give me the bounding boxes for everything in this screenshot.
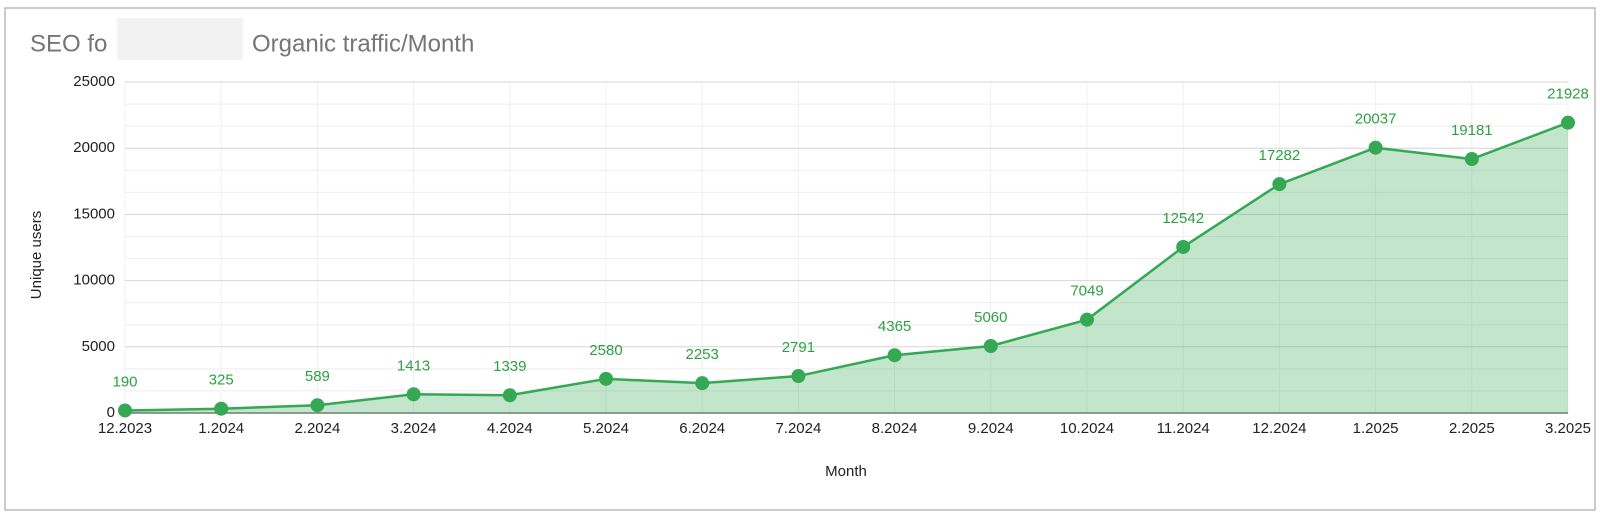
value-label: 2580	[589, 342, 622, 359]
value-label: 589	[305, 368, 330, 385]
value-label: 21928	[1547, 86, 1589, 103]
y-tick-label: 15000	[73, 205, 115, 222]
value-label: 2791	[782, 339, 815, 356]
data-point	[406, 387, 421, 402]
x-tick-label: 11.2024	[1157, 420, 1210, 437]
chart-title: SEO fo	[30, 30, 107, 57]
value-label: 19181	[1451, 122, 1493, 139]
data-point	[1080, 312, 1094, 327]
value-label: 325	[209, 372, 234, 389]
value-label: 4365	[878, 318, 911, 335]
data-point	[310, 398, 325, 413]
x-tick-label: 3.2024	[391, 420, 437, 437]
x-tick-label: 7.2024	[775, 420, 821, 437]
redacted-area	[117, 18, 243, 60]
x-tick-label: 12.2023	[98, 420, 152, 437]
data-point	[599, 371, 613, 386]
data-point	[214, 401, 229, 416]
data-point	[1368, 140, 1383, 155]
y-axis-label: Unique users	[28, 211, 45, 299]
y-tick-label: 0	[107, 404, 115, 421]
data-point	[1464, 152, 1479, 167]
data-point	[695, 376, 710, 391]
value-label: 12542	[1162, 210, 1204, 227]
x-tick-label: 10.2024	[1060, 420, 1114, 437]
x-tick-label: 4.2024	[487, 420, 533, 437]
data-point	[118, 403, 132, 418]
y-tick-label: 20000	[73, 139, 115, 156]
data-point	[1561, 115, 1575, 130]
value-label: 17282	[1259, 147, 1301, 164]
x-tick-label: 2.2024	[294, 420, 340, 437]
x-tick-label: 6.2024	[679, 420, 725, 437]
data-point	[1272, 177, 1287, 192]
y-tick-label: 5000	[82, 338, 115, 355]
value-label: 1413	[397, 357, 430, 374]
value-label: 1339	[493, 358, 526, 375]
x-tick-label: 9.2024	[968, 420, 1014, 437]
x-tick-label: 3.2025	[1545, 420, 1591, 437]
value-label: 5060	[974, 309, 1007, 326]
data-point	[791, 369, 806, 384]
series-line	[124, 121, 1569, 412]
x-tick-label: 12.2024	[1252, 420, 1306, 437]
y-tick-label: 25000	[73, 73, 115, 90]
x-tick-label: 8.2024	[872, 420, 918, 437]
value-label: 2253	[686, 346, 719, 363]
x-tick-label: 1.2024	[198, 420, 244, 437]
x-tick-label: 2.2025	[1449, 420, 1495, 437]
area-fill	[125, 122, 1568, 413]
data-point	[502, 388, 517, 403]
chart-title: Organic traffic/Month	[252, 30, 474, 57]
value-label: 20037	[1355, 111, 1397, 128]
value-label: 190	[112, 373, 137, 390]
data-point	[887, 348, 902, 363]
x-tick-label: 5.2024	[583, 420, 629, 437]
data-point	[1176, 239, 1191, 254]
x-tick-label: 1.2025	[1353, 420, 1399, 437]
x-axis-label: Month	[825, 463, 867, 480]
value-label: 7049	[1070, 283, 1103, 300]
data-point	[983, 339, 998, 354]
y-tick-label: 10000	[73, 272, 115, 289]
